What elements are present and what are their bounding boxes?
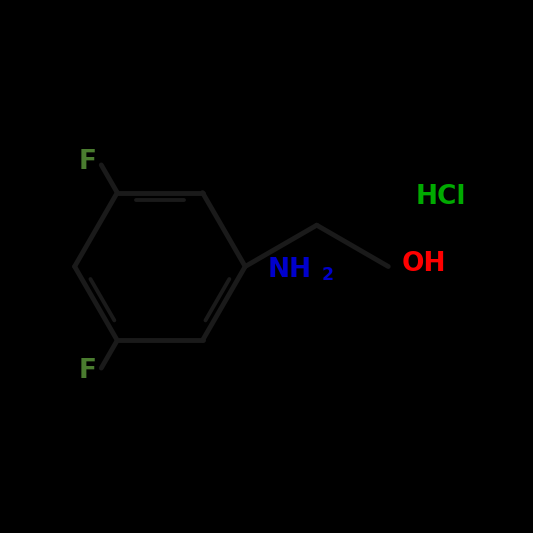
Text: HCl: HCl — [416, 184, 466, 210]
Text: 2: 2 — [322, 266, 334, 284]
Text: NH: NH — [268, 257, 311, 284]
Text: F: F — [79, 149, 97, 175]
Text: OH: OH — [401, 251, 446, 277]
Text: F: F — [79, 358, 97, 384]
